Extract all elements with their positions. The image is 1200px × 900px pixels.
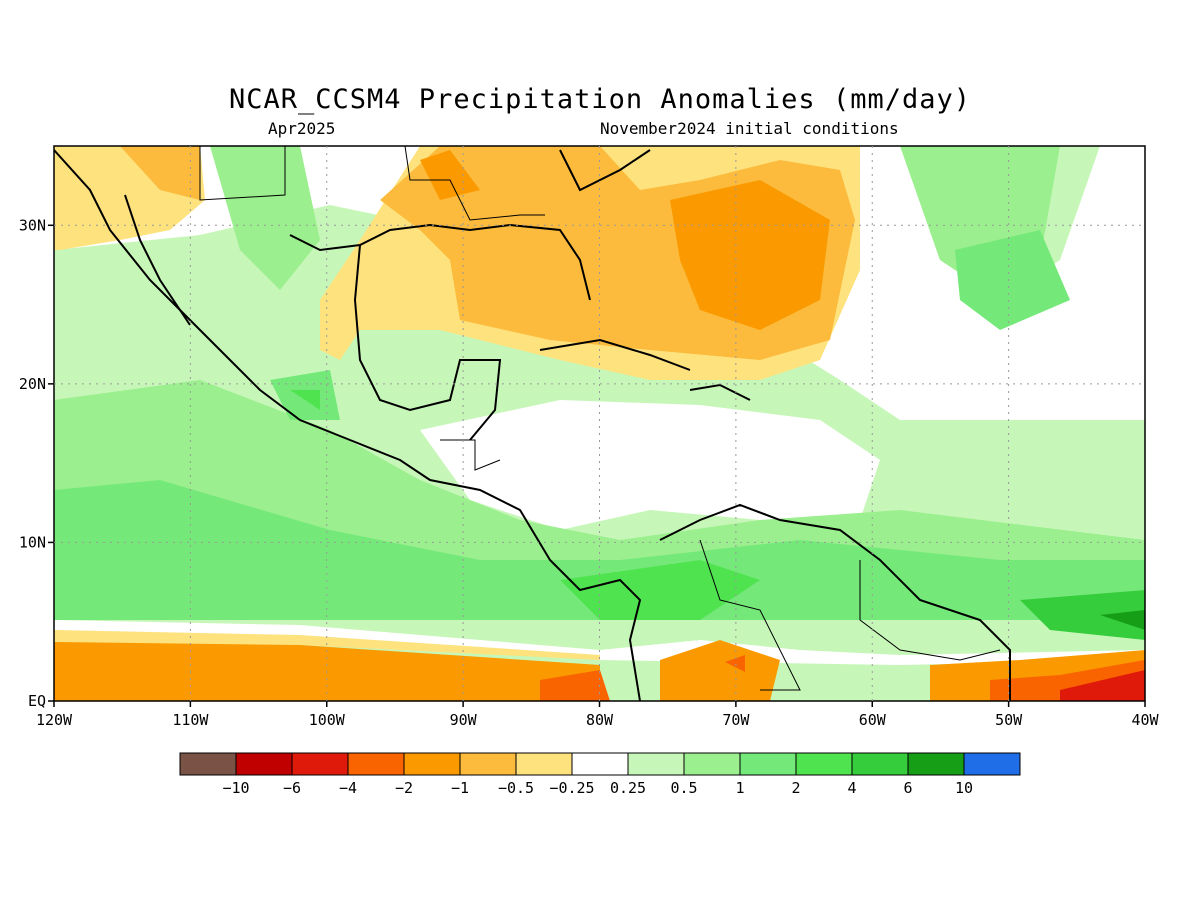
- latitude-labels: EQ 10N 20N 30N: [19, 216, 46, 710]
- anomaly-field: [54, 146, 1145, 701]
- colorbar-swatch: [403, 752, 461, 776]
- latitude-label: 20N: [19, 375, 46, 393]
- longitude-label: 50W: [995, 711, 1023, 729]
- latitude-label: EQ: [28, 692, 46, 710]
- gridlines: [54, 146, 1145, 701]
- colorbar-swatch: [571, 752, 629, 776]
- colorbar-labels: −10 −6 −4 −2 −1 −0.5 −0.25 0.25 0.5 1 2 4 6 10: [222, 779, 973, 797]
- colorbar-label: 10: [955, 779, 973, 797]
- longitude-label: 70W: [722, 711, 750, 729]
- colorbar-label: −0.25: [549, 779, 594, 797]
- colorbar-label: −0.5: [498, 779, 534, 797]
- colorbar-label: −6: [283, 779, 301, 797]
- colorbar-swatch: [235, 752, 293, 776]
- colorbar-swatch: [515, 752, 573, 776]
- colorbar-label: −4: [339, 779, 357, 797]
- colorbar: [179, 752, 1021, 776]
- colorbar-swatch: [739, 752, 797, 776]
- longitude-label: 40W: [1131, 711, 1159, 729]
- colorbar-label: 4: [847, 779, 856, 797]
- longitude-label: 80W: [586, 711, 614, 729]
- longitude-label: 90W: [450, 711, 478, 729]
- colorbar-swatch: [963, 752, 1021, 776]
- colorbar-label: 1: [735, 779, 744, 797]
- colorbar-swatch: [459, 752, 517, 776]
- colorbar-label: 2: [791, 779, 800, 797]
- colorbar-swatch: [291, 752, 349, 776]
- longitude-label: 110W: [172, 711, 209, 729]
- colorbar-label: −2: [395, 779, 413, 797]
- latitude-label: 30N: [19, 216, 46, 234]
- colorbar-swatch: [795, 752, 853, 776]
- colorbar-swatch: [627, 752, 685, 776]
- colorbar-label: 6: [903, 779, 912, 797]
- colorbar-swatch: [179, 752, 237, 776]
- colorbar-swatch: [347, 752, 405, 776]
- colorbar-swatch: [907, 752, 965, 776]
- colorbar-label: 0.5: [670, 779, 697, 797]
- colorbar-label: −1: [451, 779, 469, 797]
- colorbar-swatch: [683, 752, 741, 776]
- colorbar-swatch: [851, 752, 909, 776]
- map-title: NCAR_CCSM4 Precipitation Anomalies (mm/d…: [229, 84, 971, 115]
- colorbar-label: 0.25: [610, 779, 646, 797]
- init-conditions-label: November2024 initial conditions: [600, 119, 899, 138]
- longitude-label: 100W: [309, 711, 346, 729]
- longitude-label: 120W: [36, 711, 73, 729]
- colorbar-label: −10: [222, 779, 249, 797]
- longitude-label: 60W: [859, 711, 887, 729]
- longitude-labels: 120W 110W 100W 90W 80W 70W 60W 50W 40W: [36, 711, 1160, 729]
- latitude-label: 10N: [19, 533, 46, 551]
- axis-ticks: [48, 224, 1146, 707]
- coastlines: [54, 149, 1011, 701]
- borders: [199, 146, 1001, 691]
- valid-month-label: Apr2025: [268, 119, 336, 138]
